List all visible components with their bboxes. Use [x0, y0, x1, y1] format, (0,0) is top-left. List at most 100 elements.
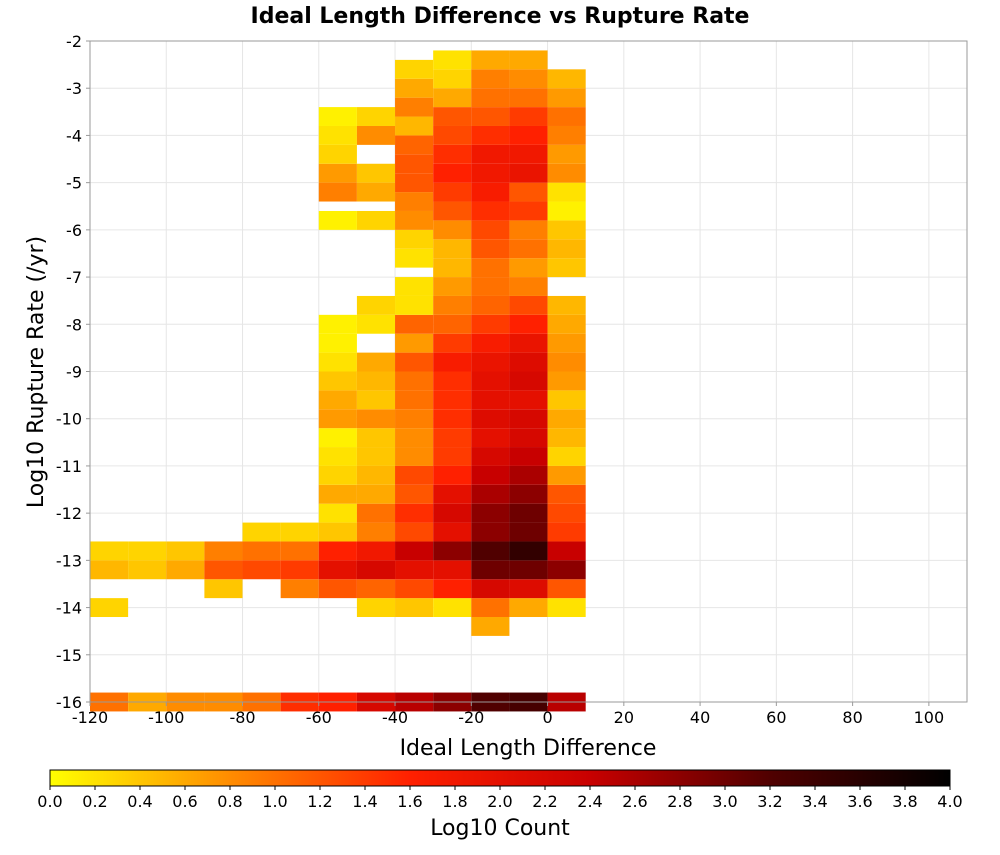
colorbar [49, 769, 951, 787]
heatmap-cell [509, 88, 548, 108]
heatmap-cell [280, 541, 319, 561]
heatmap-cell [509, 107, 548, 126]
heatmap-cell [471, 163, 510, 183]
heatmap-cell [433, 598, 472, 618]
heatmap-cell [395, 371, 434, 391]
heatmap-cell [433, 447, 472, 466]
heatmap-cell [204, 541, 243, 561]
x-tick-label: 100 [914, 708, 945, 727]
heatmap-cell [356, 541, 396, 561]
y-tick-label: -3 [66, 79, 82, 98]
heatmap-cell [166, 541, 205, 561]
heatmap-cell [509, 163, 548, 183]
heatmap-cell [433, 220, 472, 240]
heatmap-cell [509, 144, 548, 164]
heatmap-cell [395, 295, 434, 315]
heatmap-cell [509, 428, 548, 448]
heatmap-cell [547, 465, 586, 485]
heatmap-cell [509, 333, 548, 353]
heatmap-cell [128, 541, 167, 561]
heatmap-cell [395, 135, 434, 155]
x-tick-label: -80 [229, 708, 255, 727]
heatmap-cell [318, 579, 357, 599]
heatmap-cell [433, 239, 472, 259]
heatmap-cell [509, 371, 548, 391]
heatmap-cell [509, 201, 548, 221]
heatmap-cell [318, 333, 357, 353]
x-tick-label: -40 [382, 708, 408, 727]
heatmap-cell [471, 560, 510, 580]
heatmap-cell [356, 598, 396, 618]
x-axis-ticks: -120 -100 -80 -60 -40 -20 0 20 40 60 80 100 [72, 702, 944, 727]
heatmap-cell [90, 598, 129, 618]
y-tick-label: -9 [66, 363, 82, 382]
heatmap-cell [433, 258, 472, 278]
y-tick-label: -4 [66, 126, 82, 145]
heatmap-cell [356, 182, 396, 202]
colorbar-label: Log10 Count [430, 816, 570, 841]
colorbar-tick-label: 1.2 [307, 792, 332, 811]
heatmap-cell [547, 163, 586, 183]
heatmap-cell [204, 560, 243, 580]
y-tick-label: -13 [56, 551, 82, 570]
heatmap-cell [471, 258, 510, 278]
chart-title: Ideal Length Difference vs Rupture Rate [251, 4, 750, 29]
heatmap-cell [395, 154, 434, 174]
heatmap-cell [395, 78, 434, 98]
heatmap-cell [356, 163, 396, 183]
heatmap-cell [547, 314, 586, 334]
colorbar-tick-label: 0.4 [127, 792, 152, 811]
heatmap-cell [318, 560, 357, 580]
heatmap-cell [356, 314, 396, 334]
heatmap-cell [547, 484, 586, 504]
heatmap-cell [509, 295, 548, 315]
heatmap-cell [356, 503, 396, 523]
heatmap-cell [433, 314, 472, 334]
heatmap-cell [318, 314, 357, 334]
heatmap-cell [471, 201, 510, 221]
heatmap-cell [395, 314, 434, 334]
colorbar-tick-label: 1.0 [262, 792, 287, 811]
colorbar-tick-label: 1.8 [442, 792, 467, 811]
heatmap-cell [509, 390, 548, 410]
heatmap-cell [433, 465, 472, 485]
heatmap-cell [509, 352, 548, 372]
heatmap-cell [547, 390, 586, 410]
heatmap-cell [433, 428, 472, 448]
heatmap-cell [433, 503, 472, 523]
heatmap-cell [509, 522, 548, 542]
heatmap-cell [547, 522, 586, 542]
heatmap-cell [509, 125, 548, 145]
heatmap-cell [395, 541, 434, 561]
heatmap-cell [509, 503, 548, 523]
heatmap-cell [280, 522, 319, 542]
x-tick-label: 40 [690, 708, 710, 727]
heatmap-cell [509, 560, 548, 580]
heatmap-cell [433, 541, 472, 561]
heatmap-cell [280, 560, 319, 580]
y-tick-label: -6 [66, 221, 82, 240]
heatmap-cell [356, 390, 396, 410]
heatmap-cell [356, 107, 396, 126]
y-tick-label: -12 [56, 504, 82, 523]
colorbar-tick-label: 4.0 [937, 792, 962, 811]
heatmap-cell [547, 295, 586, 315]
heatmap-cell [318, 484, 357, 504]
heatmap-cell [471, 371, 510, 391]
heatmap-cell [433, 522, 472, 542]
heatmap-cell [433, 579, 472, 599]
y-tick-label: -11 [56, 457, 82, 476]
x-tick-label: -60 [306, 708, 332, 727]
heatmap-cell [395, 97, 434, 117]
heatmap-cell [509, 239, 548, 259]
colorbar-tick-label: 2.6 [622, 792, 647, 811]
colorbar-tick-label: 3.0 [712, 792, 737, 811]
heatmap-cell [356, 484, 396, 504]
heatmap-cell [395, 465, 434, 485]
heatmap-cell [318, 107, 357, 126]
y-tick-label: -5 [66, 174, 82, 193]
heatmap-cell [471, 125, 510, 145]
heatmap-cell [433, 333, 472, 353]
heatmap-cell [433, 484, 472, 504]
heatmap-cell [471, 484, 510, 504]
